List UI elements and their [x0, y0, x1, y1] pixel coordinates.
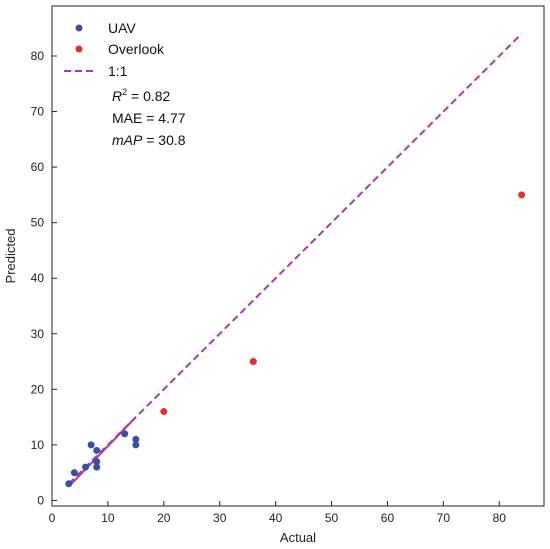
legend-label-overlook: Overlook [108, 41, 165, 57]
y-tick-label: 50 [31, 216, 45, 230]
stat-map: mAP = 30.8 [112, 132, 186, 148]
x-tick-label: 10 [101, 511, 115, 525]
data-point-overlook [249, 358, 257, 366]
data-point-uav [93, 446, 101, 454]
data-point-overlook [160, 408, 168, 416]
y-tick-label: 10 [31, 438, 45, 452]
legend-label-reference: 1:1 [108, 63, 128, 79]
reference-line-1to1 [68, 33, 523, 485]
x-tick-label: 30 [213, 511, 227, 525]
x-tick-label: 40 [269, 511, 283, 525]
data-point-uav [82, 463, 90, 471]
y-axis-title: Predicted [3, 229, 18, 284]
fit-line [68, 416, 137, 488]
x-tick-label: 0 [49, 511, 56, 525]
x-axis-title: Actual [280, 530, 316, 545]
data-point-uav [65, 480, 73, 488]
legend-label-uav: UAV [108, 20, 136, 36]
data-point-uav [93, 463, 101, 471]
stat-mae: MAE = 4.77 [112, 110, 186, 126]
data-point-overlook [518, 191, 526, 199]
y-tick-label: 30 [31, 327, 45, 341]
legend-marker-uav [75, 24, 83, 32]
y-tick-label: 70 [31, 105, 45, 119]
legend: UAV Overlook 1:1 R2 = 0.82 MAE = 4.77 mA… [64, 20, 186, 148]
plot-frame [51, 5, 545, 507]
x-tick-label: 50 [325, 511, 339, 525]
y-tick-label: 60 [31, 160, 45, 174]
data-point-uav [121, 430, 129, 438]
chart-points [65, 191, 526, 488]
y-tick-label: 80 [31, 49, 45, 63]
y-tick-label: 0 [37, 493, 44, 507]
data-point-uav [70, 469, 78, 477]
y-tick-label: 40 [31, 271, 45, 285]
data-point-uav [132, 441, 140, 449]
x-tick-label: 80 [493, 511, 507, 525]
data-point-uav [87, 441, 95, 449]
legend-marker-overlook [75, 45, 83, 53]
axis-ticks: 0 10 20 30 40 50 60 70 80 0 10 20 30 40 50 60 70 80 [31, 49, 507, 525]
x-tick-label: 20 [157, 511, 171, 525]
data-point-uav [93, 458, 101, 466]
stat-r2: R2 = 0.82 [112, 87, 171, 104]
y-tick-label: 20 [31, 382, 45, 396]
x-tick-label: 60 [381, 511, 395, 525]
x-tick-label: 70 [437, 511, 451, 525]
data-point-uav [132, 435, 140, 443]
chart-lines [68, 33, 523, 488]
